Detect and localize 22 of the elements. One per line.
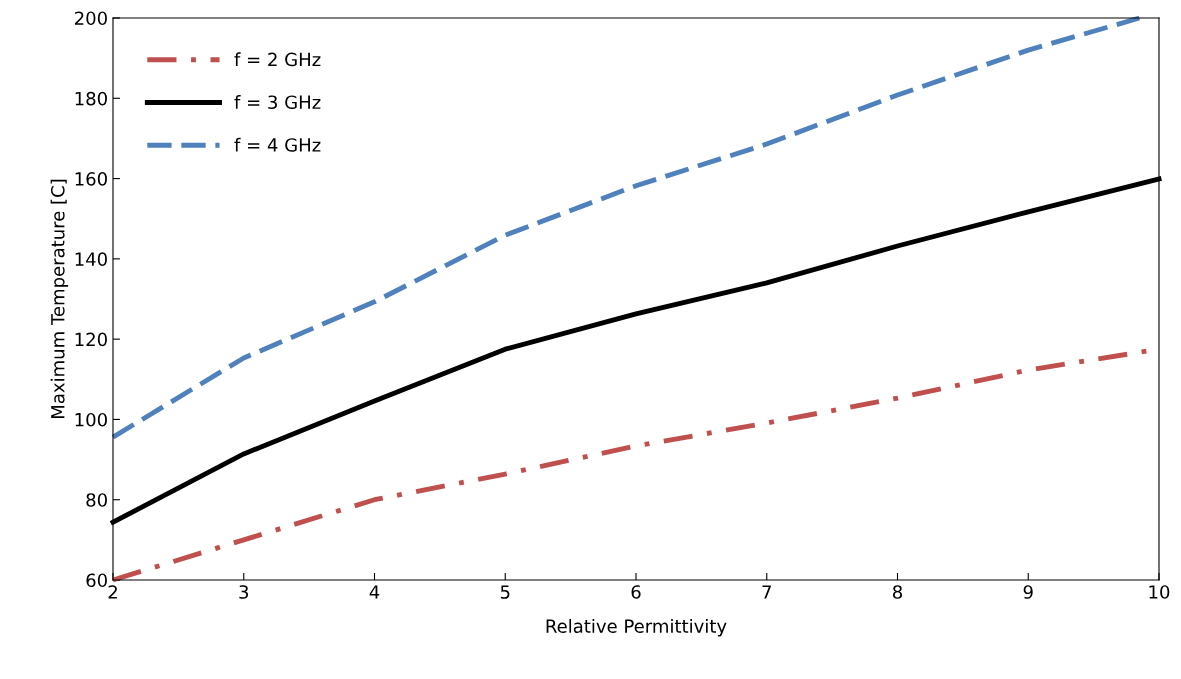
x-tick-label: 8 bbox=[892, 585, 903, 599]
y-tick-label: 120 bbox=[75, 332, 107, 347]
legend-label: f = 3 GHz bbox=[234, 95, 321, 110]
x-tick-label: 2 bbox=[108, 585, 117, 599]
y-tick-label: 100 bbox=[75, 412, 107, 427]
x-tick-label: 10 bbox=[1149, 585, 1170, 599]
x-tick-label: 7 bbox=[762, 585, 771, 599]
x-tick-label: 5 bbox=[500, 585, 510, 599]
y-tick-label: 60 bbox=[86, 573, 107, 588]
y-tick-label: 200 bbox=[75, 11, 107, 26]
y-axis-title: Maximum Temperature [C] bbox=[50, 179, 69, 418]
x-axis-title: Relative Permittivity bbox=[546, 619, 727, 637]
legend-label: f = 2 GHz bbox=[234, 52, 321, 67]
x-tick-label: 6 bbox=[631, 585, 641, 599]
y-tick-label: 180 bbox=[75, 91, 107, 106]
y-tick-label: 160 bbox=[75, 172, 107, 186]
y-tick-label: 140 bbox=[75, 252, 107, 266]
y-tick-label: 80 bbox=[86, 493, 107, 507]
x-tick-label: 9 bbox=[1023, 585, 1033, 599]
x-tick-label: 4 bbox=[369, 585, 380, 599]
x-tick-label: 3 bbox=[239, 585, 249, 599]
legend-label: f = 4 GHz bbox=[234, 137, 321, 152]
